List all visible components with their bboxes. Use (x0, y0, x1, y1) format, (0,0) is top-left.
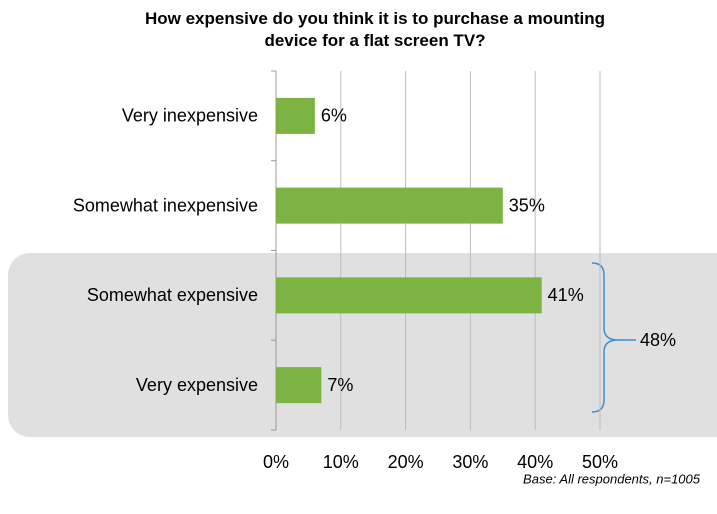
y-tick-label: Somewhat inexpensive (73, 195, 258, 215)
data-label: 6% (321, 106, 347, 126)
data-label: 7% (327, 375, 353, 395)
y-tick-label: Somewhat expensive (87, 285, 258, 305)
footnote: Base: All respondents, n=1005 (523, 471, 701, 486)
data-label: 35% (509, 195, 545, 215)
x-tick-label: 0% (263, 452, 289, 472)
x-tick-label: 40% (517, 452, 553, 472)
bar (276, 97, 315, 134)
bar (276, 277, 542, 314)
x-tick-label: 50% (582, 452, 618, 472)
y-tick-label: Very expensive (136, 375, 258, 395)
data-label: 41% (548, 285, 584, 305)
y-tick-label: Very inexpensive (122, 106, 258, 126)
bracket-label: 48% (640, 330, 676, 350)
x-tick-label: 10% (323, 452, 359, 472)
bar (276, 187, 503, 224)
x-tick-label: 20% (388, 452, 424, 472)
bar (276, 367, 322, 404)
chart-title: How expensive do you think it is to purc… (144, 9, 605, 50)
x-tick-label: 30% (452, 452, 488, 472)
